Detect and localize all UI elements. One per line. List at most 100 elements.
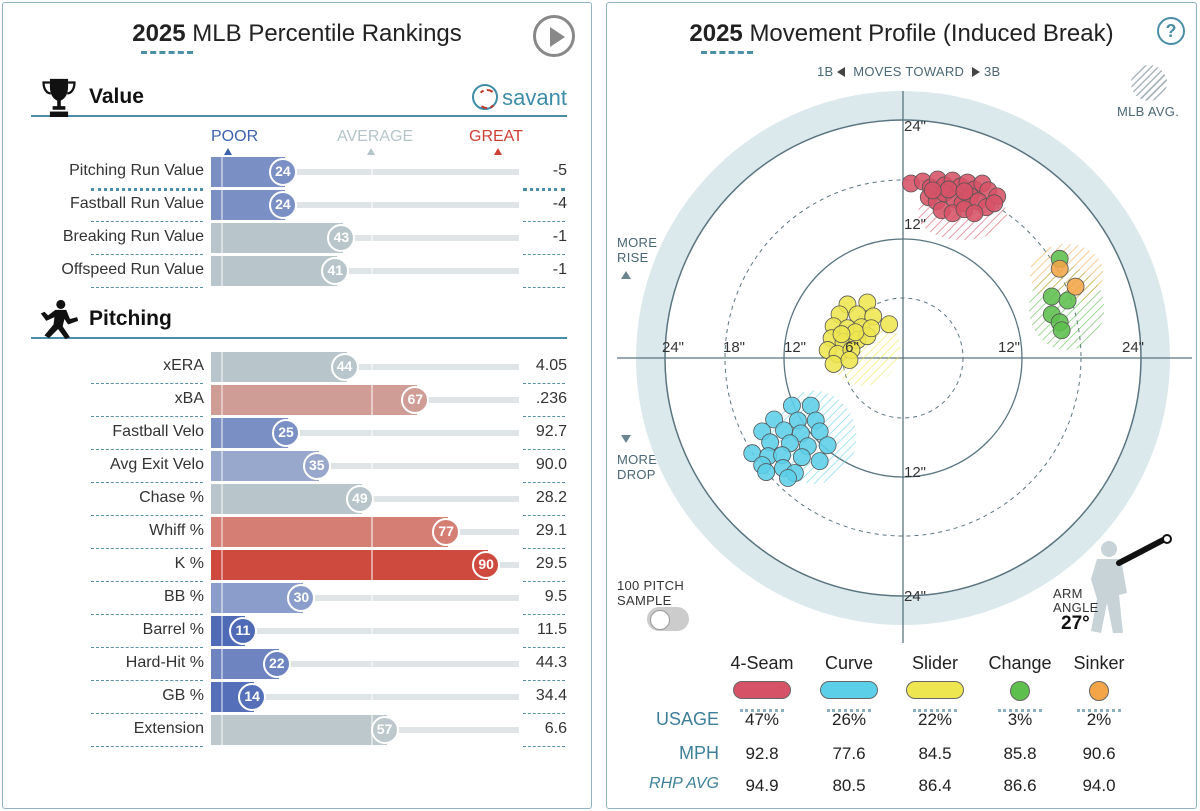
ranking-row[interactable]: Offspeed Run Value 41 -1 [3,255,593,288]
pitch-name-change[interactable]: Change [988,653,1052,673]
ranking-row[interactable]: BB % 30 9.5 [3,582,593,615]
row-divider [523,449,565,450]
pitch-name-4-seam[interactable]: 4-Seam [730,653,794,673]
ranking-row[interactable]: GB % 14 34.4 [3,681,593,714]
up-arrow-icon [621,271,631,279]
row-divider [523,680,565,681]
ranking-row-value: 90.0 [535,456,567,473]
ranking-row-label: Fastball Run Value [70,195,204,212]
ranking-row-label: xERA [163,357,204,374]
ranking-row[interactable]: Whiff % 77 29.1 [3,516,593,549]
bar-average-line [371,550,373,580]
pitch-point-curve[interactable] [818,436,837,455]
ranking-row[interactable]: Extension 57 6.6 [3,714,593,747]
pitch-point-sinker[interactable] [1050,259,1069,278]
ranking-row-value: -1 [552,261,567,278]
pitch-sample-line-1: 100 PITCH [617,578,685,593]
bar-average-line [371,352,373,382]
pitch-point-4-seam[interactable] [985,194,1004,213]
row-divider [91,383,203,384]
ranking-row-label: Avg Exit Velo [110,456,204,473]
bar-average-line [371,157,373,187]
direction-left-label: 1B [817,64,834,79]
ranking-row[interactable]: Fastball Velo 25 92.7 [3,417,593,450]
pitch-point-curve[interactable] [792,448,811,467]
ranking-row-value: 29.1 [535,522,567,539]
pitch-point-curve[interactable] [810,452,829,471]
percentile-title-text: MLB Percentile Rankings [192,20,462,47]
bar-start-line [221,649,223,679]
pitch-point-change[interactable] [1042,287,1061,306]
row-divider [523,548,565,549]
ranking-row[interactable]: Pitching Run Value 24 -5 [3,156,593,191]
trophy-icon [42,78,76,117]
pitch-point-4-seam[interactable] [965,204,984,223]
percentile-bar [211,352,347,382]
rhp-avg-value: 94.0 [1082,776,1116,795]
pitch-point-curve[interactable] [810,422,829,441]
pitch-point-4-seam[interactable] [923,181,942,200]
rhp-avg-value: 86.6 [1003,776,1037,795]
rhp-avg-value: 80.5 [832,776,866,795]
ranking-row[interactable]: Avg Exit Velo 35 90.0 [3,450,593,483]
pitch-point-change[interactable] [1052,321,1071,340]
pitch-point-slider[interactable] [824,355,843,373]
ranking-row[interactable]: K % 90 29.5 [3,549,593,582]
pitch-sample-toggle[interactable] [647,607,689,631]
pitch-color-swatch[interactable] [820,681,878,699]
ring-label-bottom-24: 24" [904,588,926,605]
row-divider [91,680,203,681]
ranking-row-label: Offspeed Run Value [61,261,204,278]
pitch-name-slider[interactable]: Slider [911,653,959,673]
ranking-row[interactable]: xERA 44 4.05 [3,351,593,384]
usage-value: 3% [1007,710,1033,729]
ranking-row[interactable]: Hard-Hit % 22 44.3 [3,648,593,681]
savant-logo[interactable]: savant [472,84,567,111]
pitch-color-swatch[interactable] [1089,681,1109,701]
pitch-point-slider[interactable] [880,315,899,334]
percentile-bubble: 25 [272,419,300,447]
bar-start-line [221,616,223,646]
pitch-name-curve[interactable]: Curve [824,653,873,673]
bar-start-line [221,418,223,448]
ring-label-top-12: 12" [904,216,926,233]
bar-average-line [371,682,373,712]
pitch-color-swatch[interactable] [733,681,791,699]
percentile-track [211,268,519,274]
ranking-row[interactable]: Breaking Run Value 43 -1 [3,222,593,255]
percentile-bubble: 90 [472,551,501,579]
percentile-rankings-panel: 2025 MLB Percentile Rankings Value savan… [2,2,592,809]
ranking-row-label: Whiff % [149,522,204,539]
savant-logo-text: savant [502,85,567,110]
percentile-track [211,364,519,370]
pitch-point-curve[interactable] [783,396,801,415]
pitch-point-change[interactable] [1058,291,1077,310]
usage-divider [998,709,1042,712]
pitch-name-sinker[interactable]: Sinker [1073,653,1125,673]
help-icon[interactable]: ? [1157,17,1185,45]
pitch-point-slider[interactable] [862,319,881,338]
ranking-row[interactable]: Fastball Run Value 24 -4 [3,189,593,222]
percentile-bar [211,451,319,481]
play-button[interactable] [533,15,575,57]
pitch-point-curve[interactable] [779,469,797,487]
row-divider [91,614,203,615]
pitch-point-4-seam[interactable] [955,182,974,201]
pitch-point-slider[interactable] [840,351,859,369]
pitch-point-4-seam[interactable] [939,180,958,199]
pitch-color-swatch[interactable] [906,681,964,699]
ranking-row[interactable]: Chase % 49 28.2 [3,483,593,516]
pitch-point-slider[interactable] [832,325,851,344]
poor-arrow-icon [224,148,232,155]
ranking-row[interactable]: xBA 67 .236 [3,384,593,417]
pitch-color-swatch[interactable] [1010,681,1030,701]
ring-label-left-6: 6" [845,339,859,356]
pitch-point-sinker[interactable] [1066,277,1085,296]
ranking-row[interactable]: Barrel % 11 11.5 [3,615,593,648]
more-rise-line-2: RISE [617,250,649,265]
more-rise-label: MORE RISE [617,235,657,282]
pitch-point-curve[interactable] [801,396,820,415]
percentile-bubble: 44 [330,353,359,381]
percentile-bubble: 24 [268,158,297,186]
pitch-point-curve[interactable] [757,463,776,481]
